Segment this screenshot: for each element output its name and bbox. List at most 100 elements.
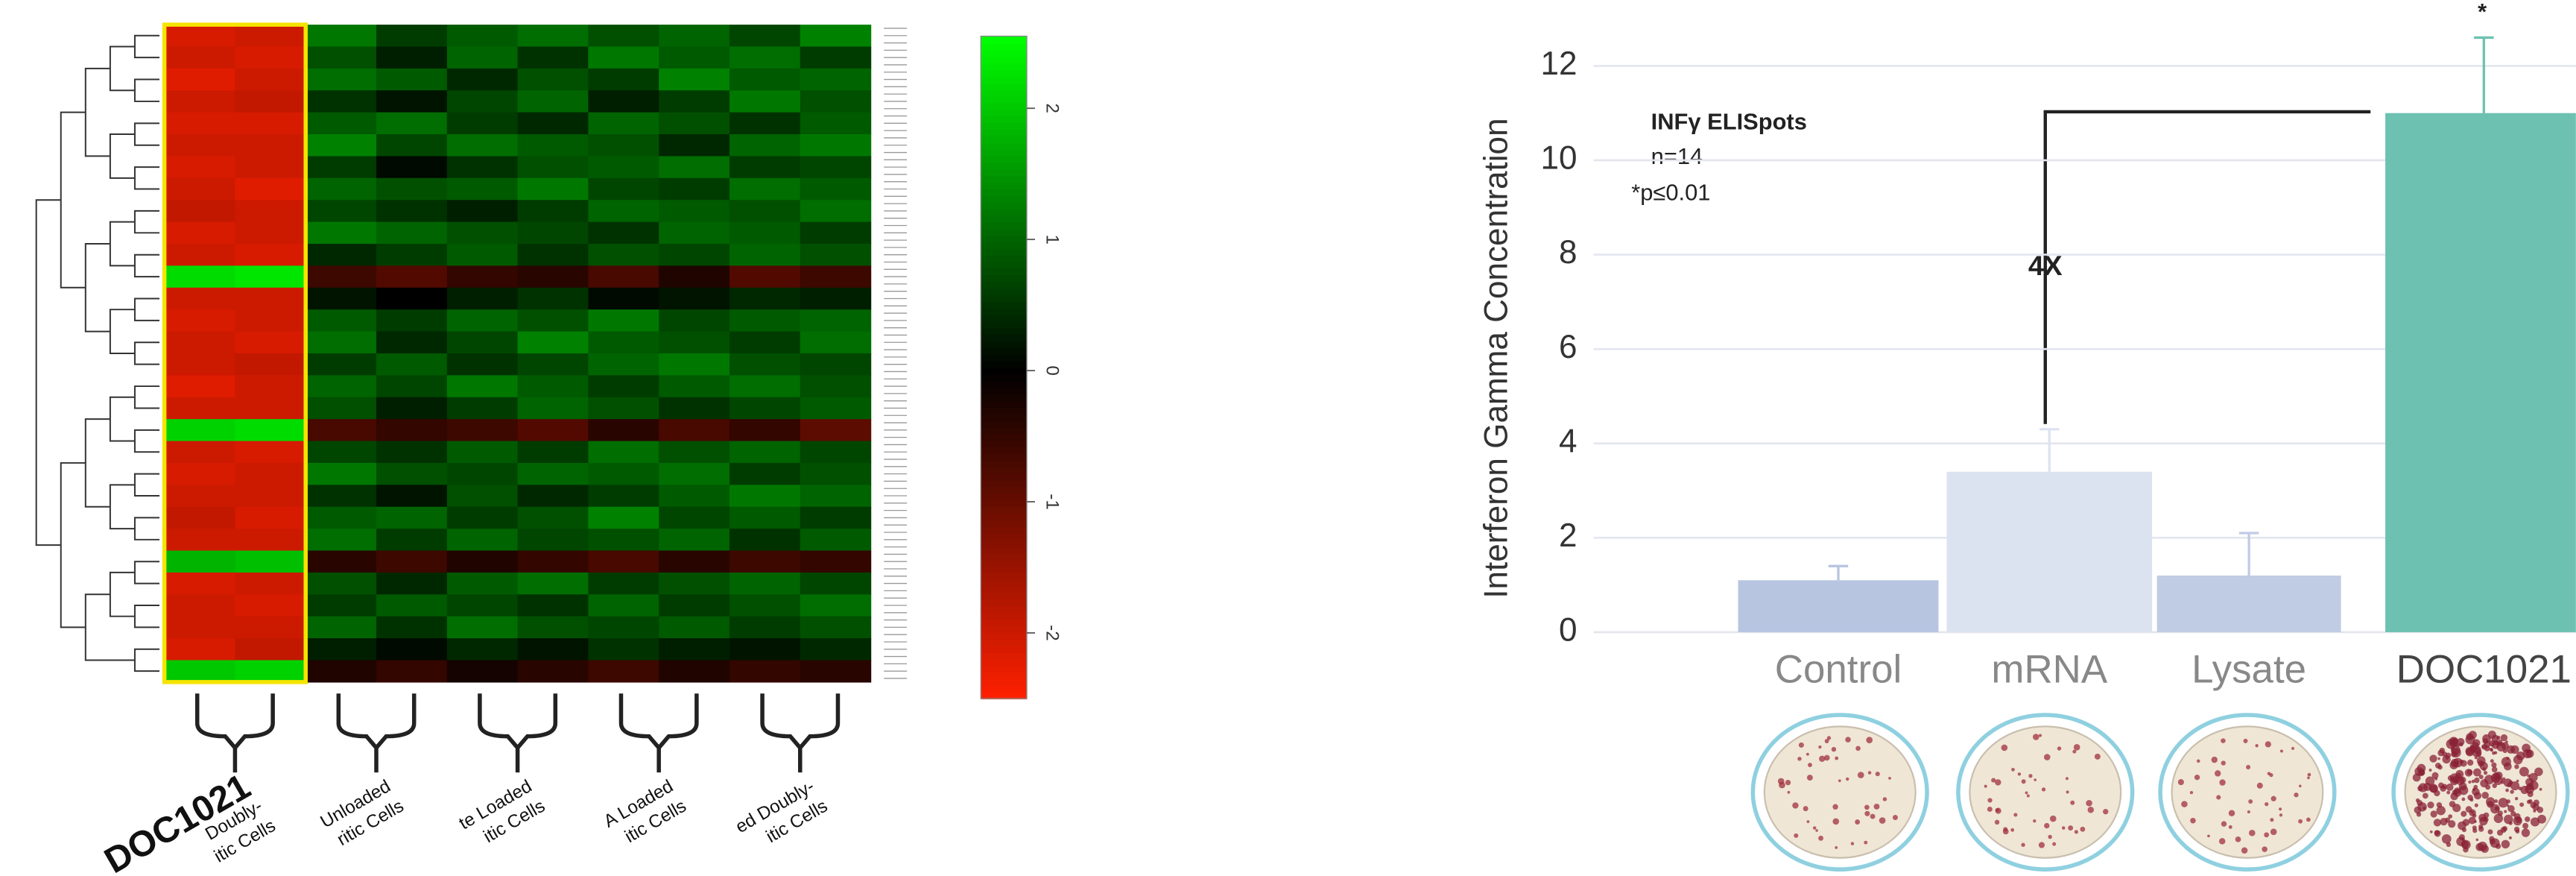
heatmap-cell [235,113,306,135]
elispot-spot [2178,779,2184,785]
heatmap-cell [588,617,659,639]
heatmap-cell [588,638,659,661]
elispot-spot [2494,776,2503,785]
elispot-spot [1876,772,1880,776]
heatmap-cell [235,265,306,288]
elispot-spot [2437,806,2446,815]
heatmap-cell [730,594,800,617]
heatmap-cell [730,156,800,178]
elispot-spot [2219,838,2225,844]
heatmap-cell [447,69,518,91]
elispot-spot [2514,764,2519,769]
colorbar-segment [981,116,1027,123]
heatmap-cell [800,441,871,464]
elispot-spot [2270,818,2273,822]
elispot-spot [1807,820,1810,823]
elispot-spot [2451,751,2458,757]
heatmap-cell [518,90,589,113]
elispot-spot [1868,771,1872,775]
colorbar-segment [981,678,1027,686]
heatmap-cell [518,660,589,682]
colorbar-segment [981,599,1027,607]
elispot-spot [1815,829,1818,832]
elispot-spot [2212,757,2218,763]
colorbar-segment [981,347,1027,355]
heatmap-cell [588,551,659,573]
heatmap-cell [447,397,518,420]
heatmap-cell [730,375,800,397]
bar [2385,113,2576,632]
elispot-spot [2307,777,2310,780]
colorbar-segment [981,540,1027,547]
elispot-spot [2417,786,2423,792]
elispot-spot [2454,787,2461,794]
dendrogram-branch [110,134,135,178]
heatmap-cell [800,222,871,245]
elispot-spot [2066,790,2069,793]
colorbar-segment [981,327,1027,335]
heatmap-cell [659,265,730,288]
heatmap-cell [659,638,730,661]
heatmap-cell [800,113,871,135]
elispot-spot [2414,807,2422,814]
dendrogram-branch [135,123,159,145]
heatmap-cell [376,46,447,69]
colorbar-segment [981,665,1027,672]
heatmap-cell [306,178,376,201]
colorbar-segment [981,506,1027,514]
elispot-spot [2496,843,2501,848]
heatmap-cell [800,375,871,397]
annotation: n=14 [1651,143,1703,169]
elispot-spot [2221,760,2226,765]
heatmap-cell [730,660,800,682]
heatmap-cell [730,332,800,354]
group-brace [762,693,838,772]
heatmap-cell [588,134,659,157]
heatmap-cell [659,156,730,178]
elispot-spot [2503,749,2507,753]
dendrogram-branch [135,605,159,627]
x-tick-label: DOC1021 [2396,648,2572,692]
heatmap-cell [306,419,376,441]
elispot-spot [2469,809,2475,816]
elispot-spot [2466,748,2474,756]
elispot-spot [2516,816,2522,823]
elispot-spot [2001,745,2008,751]
colorbar-segment [981,36,1027,43]
heatmap-cell [306,485,376,507]
y-tick-label: 2 [1559,517,1577,554]
colorbar-segment [981,341,1027,348]
colorbar-tick-label: -2 [1042,625,1063,641]
dendrogram-branch [135,298,159,320]
elispot-spot [2506,757,2509,760]
heatmap-cell [306,353,376,376]
elispot-spot [1984,785,1987,788]
colorbar-segment [981,552,1027,560]
heatmap-cell [518,25,589,47]
elispot-spot [1987,798,1992,802]
elispot-spot [2504,778,2512,787]
heatmap-cell [659,25,730,47]
elispot-spot [2207,834,2210,837]
dendrogram-branch [110,485,135,529]
elispot-spot [2291,747,2294,750]
colorbar-segment [981,102,1027,110]
elispot-spot [2429,769,2432,772]
elispot-spot [2265,802,2268,806]
elispot-spot [2013,813,2017,816]
heatmap-cell [659,332,730,354]
heatmap-cell [376,90,447,113]
heatmap-cell [659,288,730,310]
colorbar-segment [981,56,1027,63]
elispot-spot [2062,826,2066,830]
heatmap-cell [588,200,659,222]
heatmap-cell [447,90,518,113]
colorbar-segment [981,500,1027,507]
heatmap-cell [518,332,589,354]
comparison-bracket [2045,112,2370,424]
heatmap-cell [447,573,518,595]
heatmap-cell [518,551,589,573]
colorbar-segment [981,242,1027,249]
colorbar-segment [981,473,1027,481]
heatmap-cell [165,638,235,661]
